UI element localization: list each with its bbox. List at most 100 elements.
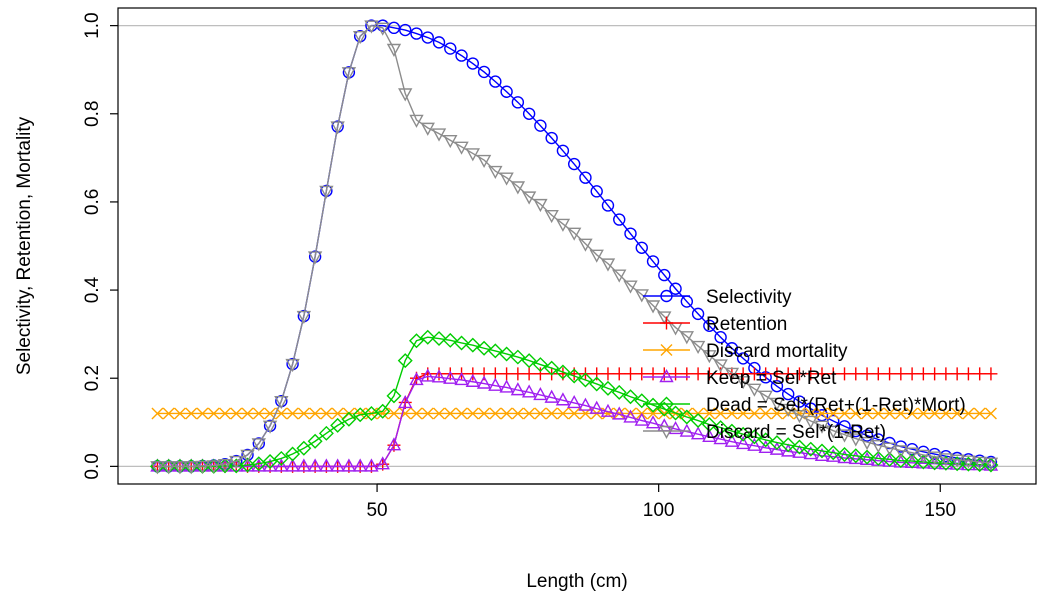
data-point <box>949 456 965 472</box>
data-point <box>713 431 728 445</box>
legend-label: Selectivity <box>706 287 792 308</box>
legend-marker <box>660 289 673 303</box>
data-point <box>532 357 548 373</box>
data-point <box>330 458 345 472</box>
x-axis-title: Length (cm) <box>526 571 627 592</box>
data-point <box>477 65 491 79</box>
data-point <box>375 22 390 36</box>
data-point <box>521 353 537 369</box>
data-point <box>916 449 931 463</box>
data-point <box>679 331 695 345</box>
data-point <box>658 268 671 282</box>
data-point <box>803 441 819 457</box>
data-point <box>262 454 278 470</box>
data-point <box>330 121 345 135</box>
y-tick-label: 0.0 <box>82 453 103 479</box>
data-point <box>826 367 840 381</box>
data-point <box>882 442 897 456</box>
data-point <box>500 407 513 420</box>
data-point <box>399 23 412 37</box>
data-point <box>364 458 379 472</box>
data-point <box>431 331 447 347</box>
data-point <box>735 426 751 442</box>
data-point <box>410 407 423 420</box>
data-point <box>533 198 548 213</box>
data-point <box>578 238 593 252</box>
data-point <box>657 311 672 325</box>
data-point <box>973 407 986 420</box>
data-point <box>522 367 536 381</box>
data-point <box>285 358 300 373</box>
data-point <box>894 367 908 381</box>
data-point <box>196 407 209 420</box>
data-point <box>274 458 289 472</box>
data-point <box>589 249 604 263</box>
data-point <box>488 165 503 180</box>
data-point <box>691 307 705 321</box>
data-point <box>624 227 637 240</box>
data-point <box>296 458 312 472</box>
data-point <box>590 185 603 198</box>
data-point <box>489 407 502 420</box>
data-point <box>951 407 964 420</box>
data-point <box>725 407 738 420</box>
data-point <box>861 407 874 420</box>
data-point <box>511 367 525 381</box>
data-point <box>420 368 435 382</box>
data-point <box>870 450 886 466</box>
data-point <box>409 333 424 349</box>
data-point <box>240 449 255 463</box>
data-point <box>702 350 717 364</box>
data-point <box>939 367 953 381</box>
data-point <box>600 258 616 272</box>
data-point <box>645 397 661 413</box>
data-point <box>646 255 660 268</box>
data-point <box>613 407 626 420</box>
data-point <box>566 368 582 384</box>
data-point <box>307 433 323 449</box>
data-point <box>680 407 693 420</box>
data-point <box>612 269 627 283</box>
data-point <box>544 209 559 224</box>
data-point <box>230 407 243 420</box>
data-point <box>420 329 436 345</box>
data-point <box>668 420 683 435</box>
legend-label: Dead = Sel*(Ret+(1-Ret)*Mort) <box>706 395 966 416</box>
y-tick-label: 0.4 <box>82 276 103 303</box>
data-point <box>961 367 975 381</box>
y-tick-label: 1.0 <box>82 12 103 38</box>
data-point <box>534 119 547 132</box>
data-point <box>972 456 987 470</box>
data-point <box>825 445 841 461</box>
data-point <box>444 407 457 420</box>
data-point <box>871 367 885 381</box>
data-point <box>713 420 729 436</box>
series-layer <box>149 19 999 475</box>
data-point <box>746 429 762 445</box>
data-point <box>690 426 706 440</box>
data-point <box>465 148 480 162</box>
data-point <box>150 458 165 472</box>
data-point <box>793 395 806 408</box>
data-point <box>579 171 592 184</box>
data-point <box>781 443 796 457</box>
data-point <box>815 407 828 420</box>
data-point <box>161 458 176 472</box>
data-point <box>624 367 638 381</box>
data-point <box>499 379 514 393</box>
data-point <box>307 251 323 265</box>
data-point <box>555 218 571 232</box>
data-point <box>792 410 807 424</box>
data-point <box>904 447 920 461</box>
data-point <box>928 407 941 420</box>
data-point <box>296 440 312 456</box>
data-point <box>488 377 503 391</box>
data-point <box>735 435 751 450</box>
data-point <box>240 457 256 473</box>
data-point <box>241 407 254 420</box>
data-point <box>611 384 627 400</box>
data-point <box>623 389 638 405</box>
data-point <box>330 417 346 433</box>
data-point <box>433 407 446 420</box>
